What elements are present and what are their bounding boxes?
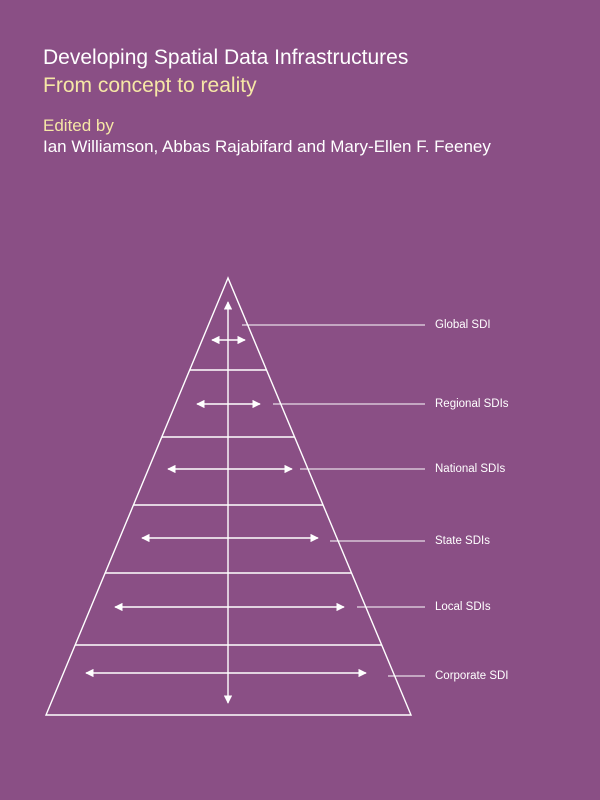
editors: Ian Williamson, Abbas Rajabifard and Mar… (43, 137, 491, 156)
pyramid (44, 276, 413, 716)
title: Developing Spatial Data Infrastructures (43, 46, 408, 69)
subtitle: From concept to reality (43, 74, 257, 97)
level-label: Global SDI (435, 319, 491, 331)
level-label: Corporate SDI (435, 670, 509, 682)
level-label: Regional SDIs (435, 398, 509, 410)
level-label: Local SDIs (435, 601, 491, 613)
level-label: State SDIs (435, 535, 490, 547)
edited-by: Edited by (43, 116, 114, 135)
level-label: National SDIs (435, 463, 506, 475)
